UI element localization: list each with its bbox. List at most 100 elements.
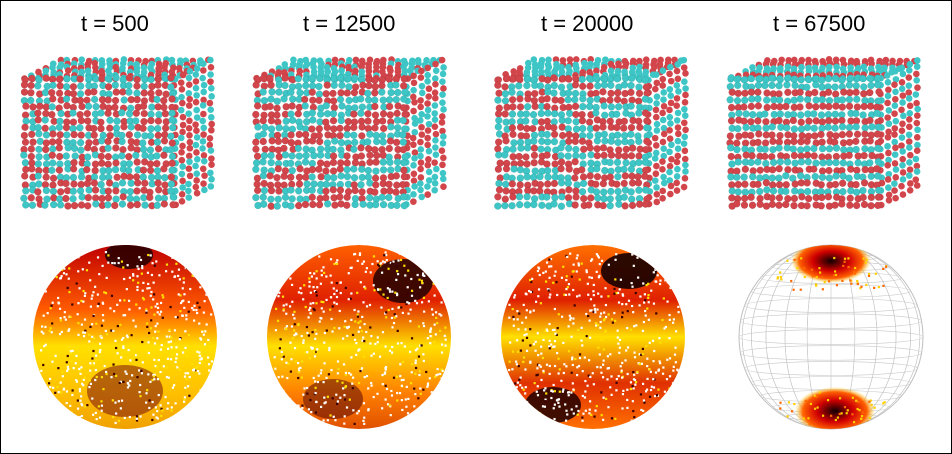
speckle-dot: [193, 319, 196, 322]
speckle-dot: [556, 327, 559, 330]
particle-bead: [57, 109, 65, 118]
particle-bead: [418, 131, 426, 138]
particle-bead: [301, 158, 310, 166]
speckle-dot: [204, 277, 207, 281]
speckle-dot: [600, 371, 603, 374]
speckle-dot: [282, 355, 285, 358]
particle-bead: [682, 91, 689, 99]
particle-bead: [906, 144, 913, 151]
speckle-dot: [187, 310, 190, 313]
speckle-dot: [342, 387, 345, 390]
particle-bead: [620, 179, 628, 188]
speckle-dot: [165, 335, 168, 338]
speckle-dot: [519, 421, 522, 424]
speckle-dot: [102, 319, 105, 322]
particle-bead: [200, 67, 207, 74]
speckle-dot: [429, 420, 432, 424]
particle-bead: [365, 67, 373, 75]
particle-bead: [287, 138, 296, 147]
speckle-dot: [320, 369, 323, 372]
speckle-dot: [338, 309, 341, 313]
speckle-dot: [584, 379, 587, 383]
speckle-dot: [529, 344, 532, 347]
speckle-dot: [792, 288, 795, 291]
particle-bead: [186, 95, 194, 103]
particle-bead: [586, 172, 594, 180]
speckle-dot: [655, 312, 658, 315]
particle-bead: [48, 159, 57, 167]
particle-bead: [132, 109, 141, 117]
particle-bead: [874, 74, 882, 82]
speckle-dot: [147, 331, 151, 335]
speckle-dot: [103, 291, 106, 294]
speckle-dot: [572, 388, 575, 391]
speckle-dot: [125, 288, 128, 291]
particle-bead: [733, 75, 741, 83]
particle-bead: [675, 88, 682, 95]
speckle-dot: [882, 402, 885, 405]
particle-bead: [796, 103, 804, 111]
particle-bead: [193, 65, 201, 72]
speckle-dot: [83, 331, 87, 334]
speckle-dot: [786, 423, 789, 426]
particle-bead: [177, 79, 185, 87]
particle-bead: [350, 145, 358, 153]
speckle-dot: [634, 291, 637, 295]
speckle-dot: [384, 398, 387, 401]
particle-bead: [832, 56, 840, 64]
particle-bead: [417, 146, 425, 153]
particle-bead: [70, 144, 79, 153]
particle-bead: [133, 89, 141, 98]
speckle-dot: [429, 335, 432, 338]
particle-bead: [516, 123, 525, 131]
speckle-dot: [611, 321, 614, 324]
speckle-dot: [857, 400, 860, 403]
speckle-dot: [355, 342, 358, 345]
speckle-dot: [356, 259, 359, 262]
speckle-dot: [401, 311, 404, 315]
particle-bead: [853, 103, 862, 111]
particle-bead: [294, 201, 303, 210]
particle-bead: [892, 95, 899, 103]
speckle-dot: [663, 415, 666, 418]
speckle-dot: [526, 268, 529, 271]
speckle-dot: [426, 384, 430, 387]
particle-bead: [438, 56, 446, 64]
speckle-dot: [530, 290, 534, 293]
speckle-dot: [279, 338, 282, 341]
particle-bead: [747, 88, 756, 96]
particle-bead: [266, 102, 274, 111]
particle-bead: [417, 117, 424, 124]
speckle-dot: [42, 363, 45, 367]
speckle-dot: [821, 276, 824, 279]
particle-bead: [431, 110, 439, 117]
speckle-dot: [123, 277, 126, 281]
speckle-dot: [532, 336, 536, 340]
speckle-dot: [293, 347, 297, 350]
particle-bead: [91, 186, 100, 194]
speckle-dot: [275, 393, 278, 396]
speckle-dot: [436, 367, 439, 371]
particle-bead: [666, 135, 674, 142]
speckle-dot: [550, 265, 553, 268]
particle-bead: [139, 102, 148, 111]
particle-bead: [891, 102, 899, 110]
particle-bead: [600, 151, 608, 160]
speckle-dot: [515, 363, 519, 366]
speckle-dot: [672, 318, 676, 321]
particle-bead: [728, 160, 736, 168]
particle-bead: [642, 56, 650, 64]
speckle-dot: [541, 405, 545, 408]
particle-bead: [343, 201, 351, 209]
particle-bead: [193, 155, 201, 163]
particle-bead: [168, 109, 176, 117]
speckle-dot: [357, 330, 360, 333]
particle-bead: [20, 151, 28, 159]
particle-bead: [680, 183, 688, 191]
speckle-dot: [294, 255, 297, 258]
speckle-dot: [82, 384, 85, 387]
speckle-dot: [77, 302, 80, 305]
speckle-dot: [68, 267, 71, 270]
speckle-dot: [418, 278, 421, 281]
particle-bead: [77, 173, 86, 181]
